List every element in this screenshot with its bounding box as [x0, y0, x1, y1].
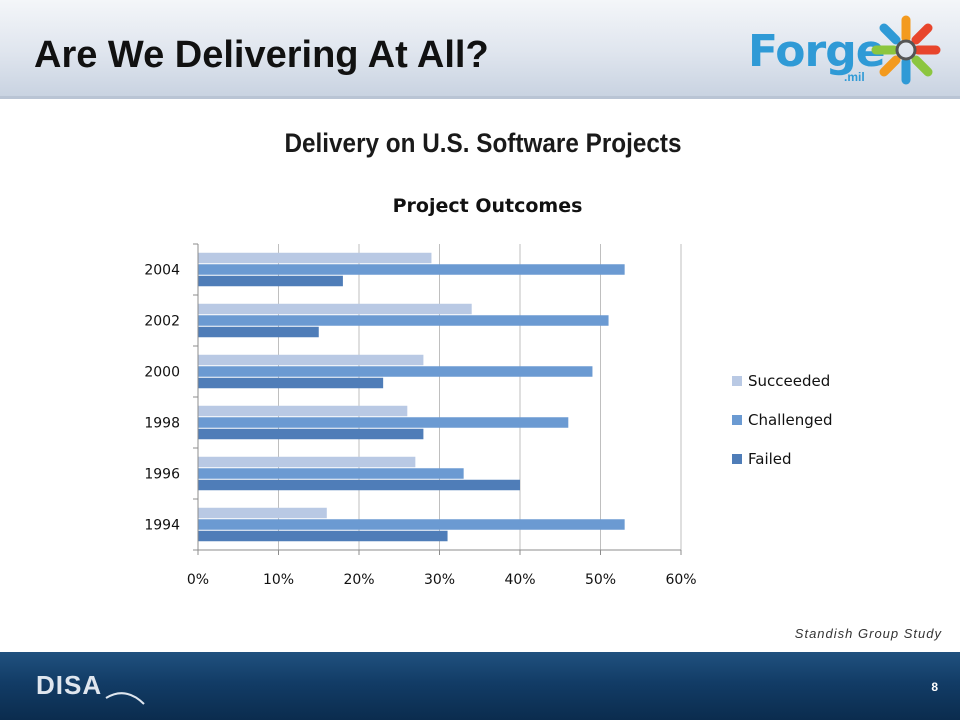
bar-failed-1996 — [198, 479, 520, 491]
bar-succeeded-1994 — [198, 507, 327, 519]
forge-logo-suffix: .mil — [844, 70, 865, 84]
bar-failed-2004 — [198, 275, 343, 287]
slide-header — [0, 0, 960, 96]
header-divider — [0, 96, 960, 99]
legend-label-failed: Failed — [748, 450, 792, 468]
legend-label-succeeded: Succeeded — [748, 372, 830, 390]
bar-failed-1994 — [198, 530, 448, 542]
y-category-label: 2000 — [144, 365, 180, 381]
bar-succeeded-2002 — [198, 303, 472, 315]
forge-mil-logo: Forge .mil — [748, 12, 944, 86]
y-category-label: 2002 — [144, 314, 180, 330]
bar-challenged-2004 — [198, 264, 625, 275]
bar-failed-2002 — [198, 326, 319, 338]
bar-succeeded-2000 — [198, 354, 424, 366]
y-category-label: 1996 — [144, 467, 180, 483]
legend-swatch-failed — [732, 454, 742, 464]
chart-heading: Delivery on U.S. Software Projects — [284, 128, 682, 158]
x-tick-label: 50% — [585, 572, 616, 588]
y-category-label: 1998 — [144, 416, 180, 432]
x-tick-label: 0% — [187, 572, 209, 588]
bar-challenged-1996 — [198, 468, 464, 479]
legend-label-challenged: Challenged — [748, 411, 833, 429]
bar-succeeded-1998 — [198, 405, 408, 417]
x-tick-label: 20% — [343, 572, 374, 588]
slide-title: Are We Delivering At All? — [34, 34, 489, 76]
x-tick-label: 60% — [665, 572, 696, 588]
slide-footer — [0, 652, 960, 720]
y-category-label: 2004 — [144, 263, 180, 279]
forge-logo-word: Forge — [748, 26, 886, 77]
disa-logo: DISA — [36, 668, 146, 708]
bar-failed-1998 — [198, 428, 424, 440]
legend-swatch-challenged — [732, 415, 742, 425]
bar-succeeded-2004 — [198, 252, 432, 264]
x-tick-label: 40% — [504, 572, 535, 588]
source-citation: Standish Group Study — [794, 626, 942, 641]
forge-star-icon — [871, 15, 941, 85]
disa-swoosh-icon — [105, 692, 145, 705]
bar-challenged-2002 — [198, 315, 609, 326]
disa-logo-word: DISA — [36, 670, 103, 700]
project-outcomes-chart: Project Outcomes 0% 10% 20% 30% 40% 50% 60% 2004… — [144, 195, 833, 588]
x-tick-label: 30% — [424, 572, 455, 588]
bar-challenged-2000 — [198, 366, 593, 377]
bar-challenged-1998 — [198, 417, 569, 428]
y-category-label: 1994 — [144, 518, 180, 534]
chart-title: Project Outcomes — [393, 195, 583, 217]
bar-succeeded-1996 — [198, 456, 416, 468]
page-number: 8 — [931, 680, 938, 694]
bar-challenged-1994 — [198, 519, 625, 530]
bar-failed-2000 — [198, 377, 384, 389]
x-tick-label: 10% — [263, 572, 294, 588]
legend-swatch-succeeded — [732, 376, 742, 386]
